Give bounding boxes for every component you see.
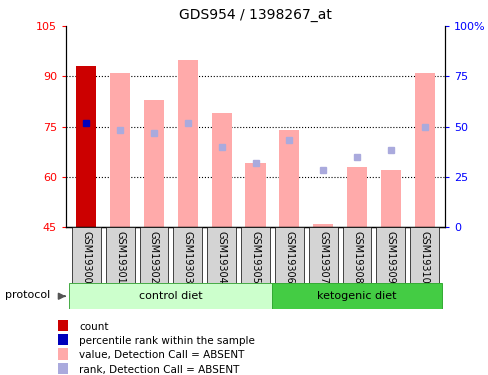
Bar xyxy=(143,100,164,227)
Bar xyxy=(241,227,269,283)
Bar xyxy=(380,170,400,227)
Bar xyxy=(312,224,333,227)
Bar xyxy=(69,283,272,309)
Text: protocol: protocol xyxy=(5,291,50,300)
Bar xyxy=(211,113,231,227)
Bar xyxy=(245,164,265,227)
Text: GSM19306: GSM19306 xyxy=(284,231,294,284)
Text: GSM19303: GSM19303 xyxy=(183,231,192,284)
Bar xyxy=(207,227,236,283)
Bar xyxy=(72,227,101,283)
Bar xyxy=(58,334,68,345)
Text: rank, Detection Call = ABSENT: rank, Detection Call = ABSENT xyxy=(79,365,239,375)
Text: GSM19304: GSM19304 xyxy=(216,231,226,284)
Bar xyxy=(279,130,299,227)
Bar xyxy=(274,227,303,283)
Bar xyxy=(177,60,198,227)
Text: percentile rank within the sample: percentile rank within the sample xyxy=(79,336,254,346)
Text: GSM19310: GSM19310 xyxy=(419,231,429,284)
Text: GSM19305: GSM19305 xyxy=(250,231,260,284)
Text: value, Detection Call = ABSENT: value, Detection Call = ABSENT xyxy=(79,350,244,360)
Bar xyxy=(342,227,370,283)
Bar xyxy=(105,227,134,283)
Bar xyxy=(173,227,202,283)
Bar xyxy=(58,348,68,360)
Bar xyxy=(376,227,405,283)
Bar xyxy=(58,320,68,331)
Title: GDS954 / 1398267_at: GDS954 / 1398267_at xyxy=(179,9,331,22)
Bar xyxy=(414,73,434,227)
Bar xyxy=(110,73,130,227)
Text: GSM19309: GSM19309 xyxy=(385,231,395,284)
Bar xyxy=(409,227,438,283)
Text: GSM19302: GSM19302 xyxy=(149,231,159,284)
Text: control diet: control diet xyxy=(139,291,203,301)
Text: count: count xyxy=(79,322,108,332)
Text: GSM19300: GSM19300 xyxy=(81,231,91,284)
Bar xyxy=(272,283,441,309)
Text: GSM19301: GSM19301 xyxy=(115,231,125,284)
Bar xyxy=(76,66,96,227)
Bar xyxy=(58,363,68,374)
Text: ketogenic diet: ketogenic diet xyxy=(317,291,396,301)
Bar xyxy=(140,227,168,283)
Text: GSM19308: GSM19308 xyxy=(351,231,361,284)
Bar xyxy=(346,166,366,227)
Text: GSM19307: GSM19307 xyxy=(318,231,327,284)
Bar xyxy=(308,227,337,283)
